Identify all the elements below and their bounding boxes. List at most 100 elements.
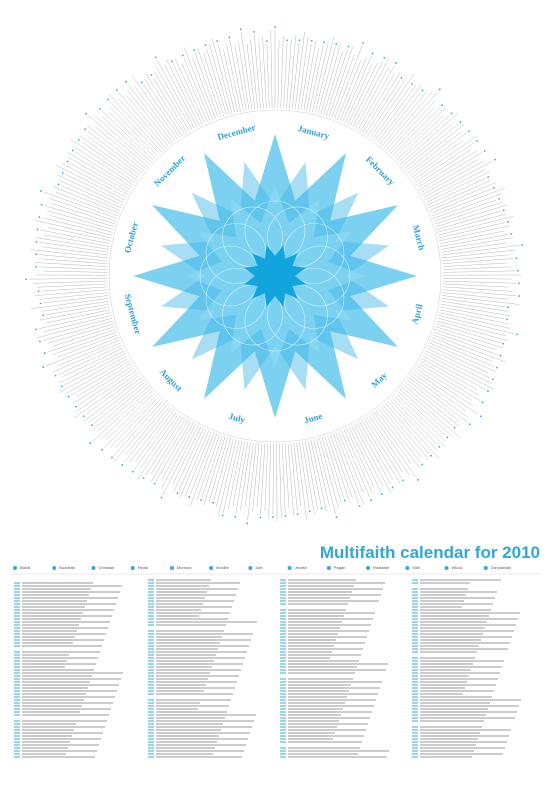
date-line [439,225,510,242]
date-line [43,191,118,219]
date-line [277,40,280,109]
date-line [303,40,317,111]
date-line [88,136,141,176]
date-ring [25,26,523,525]
date-line [43,270,108,273]
date-line [194,52,219,118]
date-dot [42,366,45,368]
date-line [383,91,433,149]
date-line [430,339,495,367]
date-line [254,34,261,109]
date-dot [383,56,386,59]
date-line [317,46,336,114]
legend-icon [483,566,488,570]
date-dot [142,477,145,479]
date-line [126,95,169,147]
date-line [390,107,435,155]
date-line [55,191,119,217]
star-center [244,245,306,307]
date-line [405,124,464,172]
date-line [129,408,172,463]
date-line [374,85,417,142]
date-line [371,413,417,478]
date-line [357,65,395,130]
date-line [431,187,505,217]
date-dot [181,54,184,57]
date-line [80,135,139,178]
date-dot [82,415,85,418]
date-line [422,161,484,196]
date-dot [284,514,287,517]
date-line [387,400,440,460]
date-line [417,150,477,188]
date-dot [468,130,470,133]
date-line [97,386,149,432]
date-line [106,392,155,440]
date-line [42,246,109,256]
date-line [272,443,274,514]
date-line [113,402,166,462]
date-line [102,116,152,163]
date-line [442,283,509,288]
date-line [71,360,131,396]
date-line [409,132,467,176]
legend-icon [13,566,17,570]
date-line [331,54,355,118]
date-line [435,205,507,228]
date-line [423,160,493,198]
date-dot [43,352,46,354]
date-dot [98,108,101,110]
date-dot [381,493,383,496]
date-line [347,62,378,125]
date-line [92,388,151,442]
date-line [76,363,132,397]
date-line [321,437,342,503]
legend-label: Rastafari [373,565,389,570]
date-line [396,115,444,161]
date-line [334,45,363,119]
date-line [247,442,257,521]
date-line [326,49,348,117]
date-line [81,141,138,181]
date-line [178,429,207,491]
date-line [361,419,401,484]
date-line [410,375,468,417]
legend-label: Sikh [412,565,420,570]
date-line [38,312,112,329]
date-line [234,46,247,111]
date-dot [296,513,299,515]
date-dot [517,282,520,285]
date-line [266,44,270,109]
date-line [53,186,120,214]
date-dot [510,232,513,235]
date-line [440,306,505,320]
date-line [134,411,177,470]
date-line [431,337,492,362]
date-line [314,37,334,113]
date-line [135,410,175,462]
date-line [412,372,467,412]
date-dot [310,39,313,42]
date-line [432,334,506,363]
date-dot [450,112,453,115]
date-dot [25,278,27,281]
date-line [440,237,513,250]
date-line [35,220,112,239]
legend-label: Christian [98,565,114,570]
date-line [113,400,163,456]
date-dot [521,244,523,246]
date-dot [487,390,489,392]
date-line [424,169,485,201]
date-dot [517,269,519,272]
date-line [235,441,248,514]
date-dot [499,354,502,357]
date-line [391,396,438,445]
date-dot [506,221,509,223]
date-dot [400,77,403,79]
date-line [442,289,517,296]
date-line [342,56,372,123]
date-line [189,433,218,507]
date-line [218,439,237,516]
date-line [70,139,136,183]
date-line [203,436,226,506]
